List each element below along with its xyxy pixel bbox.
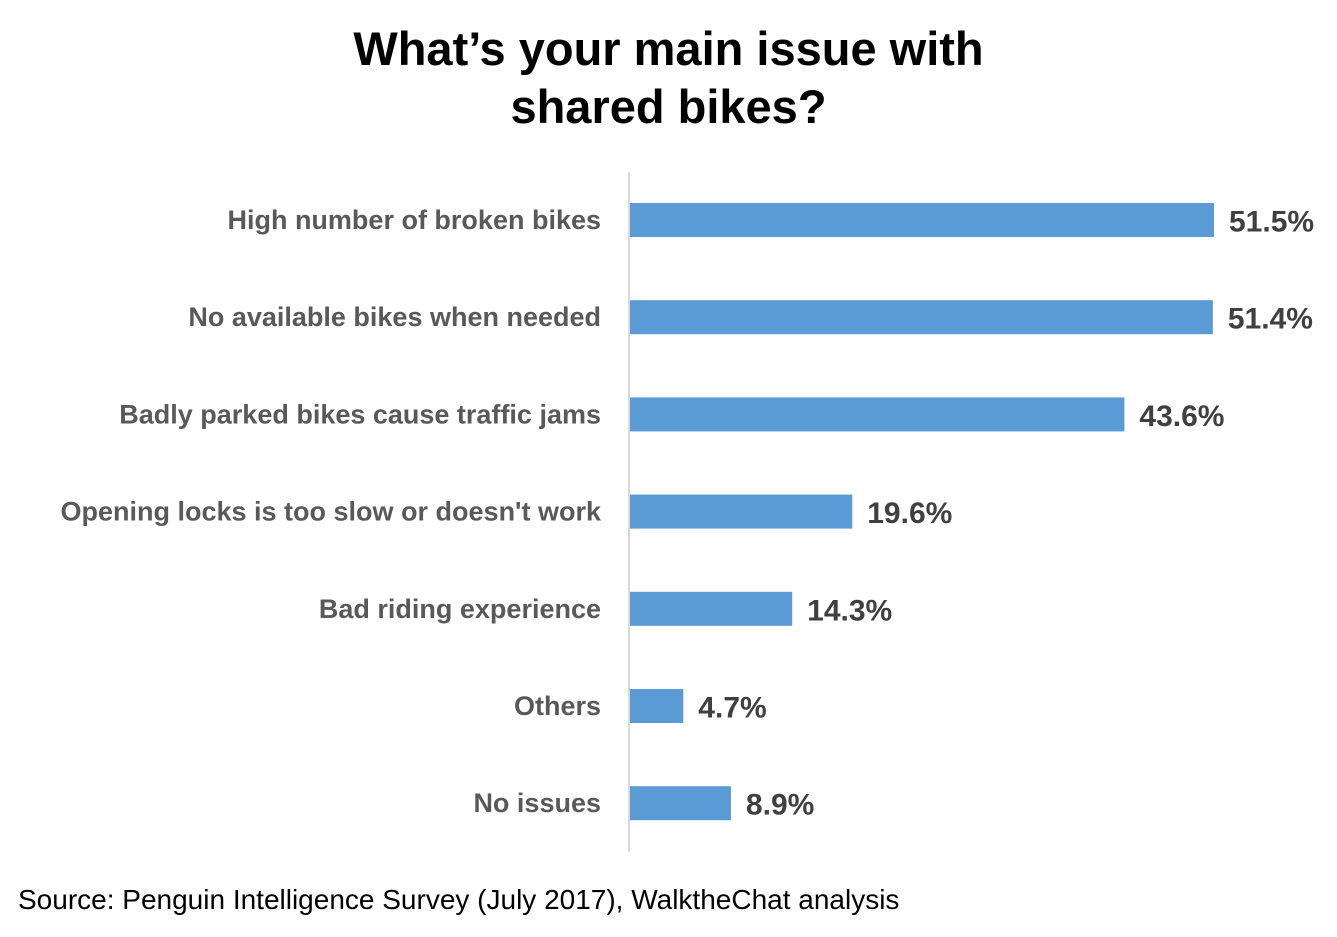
category-label: Bad riding experience xyxy=(319,594,601,624)
category-label: Opening locks is too slow or doesn't wor… xyxy=(61,497,602,527)
value-label: 14.3% xyxy=(807,594,892,627)
category-label: High number of broken bikes xyxy=(227,205,601,235)
bar xyxy=(630,494,853,529)
chart-title-line-1: What’s your main issue with xyxy=(353,22,984,75)
value-label: 8.9% xyxy=(746,789,814,822)
bar xyxy=(630,397,1125,432)
value-label: 43.6% xyxy=(1139,400,1224,433)
category-label: No issues xyxy=(473,788,601,818)
bar-chart: High number of broken bikes 51.5% No avail… xyxy=(61,172,1314,852)
bar xyxy=(630,786,731,821)
value-label: 19.6% xyxy=(867,497,952,530)
category-label: No available bikes when needed xyxy=(188,302,601,332)
chart-title-line-2: shared bikes? xyxy=(510,80,827,133)
chart-title: What’s your main issue with shared bikes… xyxy=(0,20,1337,136)
category-label: Badly parked bikes cause traffic jams xyxy=(119,399,601,429)
value-label: 4.7% xyxy=(698,692,766,725)
bar xyxy=(630,591,793,626)
bar xyxy=(630,689,684,723)
bar xyxy=(630,300,1213,335)
source-note: Source: Penguin Intelligence Survey (Jul… xyxy=(18,884,900,915)
value-label: 51.4% xyxy=(1228,303,1313,336)
category-label: Others xyxy=(514,691,601,721)
value-label: 51.5% xyxy=(1229,206,1314,239)
bar xyxy=(630,203,1214,237)
